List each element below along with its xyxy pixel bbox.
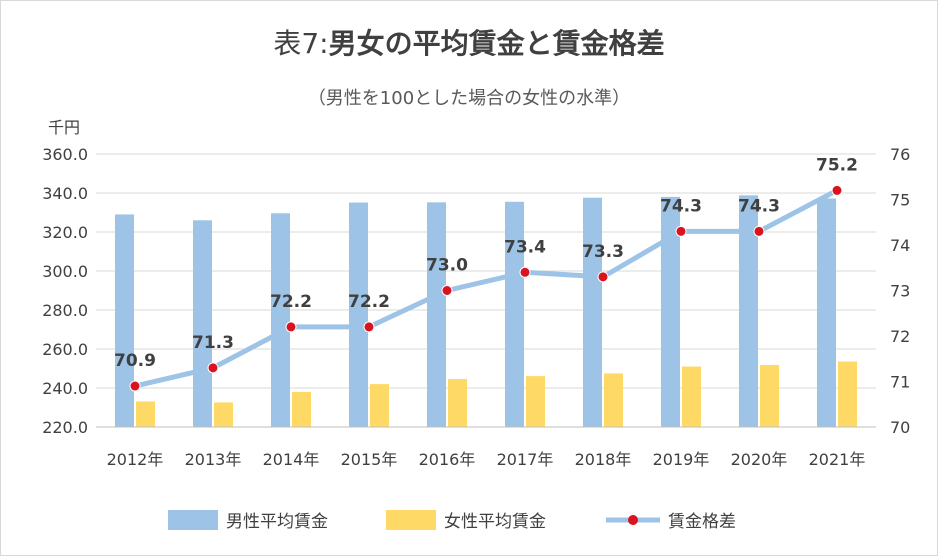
wage-gap-data-label: 75.2: [816, 155, 858, 175]
y-tick-label: 260.0: [42, 340, 88, 359]
x-tick-label: 2012年: [107, 450, 164, 469]
x-tick-label: 2017年: [497, 450, 554, 469]
wage-gap-data-label: 73.3: [582, 242, 624, 262]
legend-marker-gap: [628, 515, 638, 525]
wage-gap-marker: [285, 321, 297, 333]
wage-gap-marker: [753, 225, 765, 237]
chart-title-main: 男女の平均賃金と賃金格差: [328, 27, 665, 60]
male-wage-bar: [505, 201, 524, 427]
y-tick-label: 300.0: [42, 262, 88, 281]
male-wage-bar: [661, 196, 680, 427]
x-tick-label: 2021年: [809, 450, 866, 469]
y2-tick-label: 75: [890, 191, 910, 210]
x-tick-label: 2019年: [653, 450, 710, 469]
male-wage-bar: [193, 220, 212, 427]
wage-gap-data-label: 73.0: [426, 256, 468, 276]
wage-gap-data-label: 72.2: [270, 292, 312, 312]
female-wage-bar: [682, 366, 701, 427]
y2-tick-label: 74: [890, 236, 910, 255]
wage-gap-data-label: 72.2: [348, 292, 390, 312]
y-tick-label: 220.0: [42, 418, 88, 437]
male-wage-bar: [583, 197, 602, 427]
legend-label-gap: 賃金格差: [668, 512, 736, 532]
female-wage-bar: [214, 402, 233, 427]
legend-label-male: 男性平均賃金: [226, 512, 328, 532]
wage-gap-data-label: 73.4: [504, 237, 546, 257]
wage-gap-marker: [129, 380, 141, 392]
wage-gap-line: [129, 184, 843, 392]
wage-gap-marker: [675, 225, 687, 237]
wage-gap-marker: [207, 362, 219, 374]
wage-gap-data-label: 71.3: [192, 333, 234, 353]
wage-gap-marker: [441, 285, 453, 296]
gridlines: [96, 153, 876, 428]
wage-gap-data-label: 74.3: [660, 196, 702, 216]
female-wage-bar: [448, 379, 467, 427]
chart-title-prefix: 表7:: [273, 27, 329, 60]
wage-gap-marker: [597, 271, 609, 283]
female-wage-bar: [292, 391, 311, 427]
y2-tick-label: 76: [890, 145, 910, 164]
x-tick-label: 2015年: [341, 450, 398, 469]
data-labels: 70.9 71.3 72.2 72.2 73.0 73.4 73.3 74.3 74.3 75.2: [114, 155, 858, 371]
male-wage-bars: [115, 195, 836, 427]
male-wage-bar: [115, 214, 134, 427]
wage-gap-marker: [363, 321, 375, 333]
y-tick-label: 240.0: [42, 379, 88, 398]
y2-tick-label: 70: [890, 418, 910, 437]
y-axis-right: 70 71 72 73 74 75 76: [890, 145, 910, 437]
y2-tick-label: 73: [890, 282, 910, 301]
male-wage-bar: [271, 213, 290, 427]
chart-subtitle: （男性を100とした場合の女性の水準）: [307, 88, 631, 109]
x-tick-label: 2016年: [419, 450, 476, 469]
wage-gap-marker: [831, 184, 843, 196]
female-wage-bar: [136, 401, 155, 427]
y-tick-label: 320.0: [42, 223, 88, 242]
female-wage-bar: [370, 384, 389, 427]
x-tick-label: 2013年: [185, 450, 242, 469]
x-tick-label: 2014年: [263, 450, 320, 469]
y2-tick-label: 71: [890, 373, 910, 392]
female-wage-bar: [604, 373, 623, 427]
male-wage-bar: [739, 195, 758, 427]
male-wage-bar: [427, 202, 446, 427]
female-wage-bars: [136, 361, 857, 427]
y-tick-label: 280.0: [42, 301, 88, 320]
legend-label-female: 女性平均賃金: [444, 512, 546, 532]
x-tick-label: 2018年: [575, 450, 632, 469]
wage-gap-series-line: [132, 187, 840, 389]
wage-gap-marker: [519, 266, 531, 278]
legend: 男性平均賃金 女性平均賃金 賃金格差: [168, 510, 736, 532]
legend-swatch-male: [168, 510, 218, 530]
wage-gap-data-label: 74.3: [738, 196, 780, 216]
y-axis-unit-label: 千円: [48, 118, 80, 137]
legend-swatch-female: [386, 510, 436, 530]
female-wage-bar: [526, 376, 545, 427]
female-wage-bar: [838, 361, 857, 427]
wage-gap-data-label: 70.9: [114, 351, 156, 371]
y-tick-label: 360.0: [42, 145, 88, 164]
male-wage-bar: [817, 198, 836, 427]
male-wage-bar: [349, 202, 368, 427]
y-axis-left: 220.0 240.0 260.0 280.0 300.0 320.0 340.0 360.0: [42, 145, 88, 437]
x-tick-label: 2020年: [731, 450, 788, 469]
chart-title: 表7:男女の平均賃金と賃金格差: [0, 22, 938, 62]
y2-tick-label: 72: [890, 327, 910, 346]
female-wage-bar: [760, 364, 779, 427]
x-axis: 2012年 2013年 2014年 2015年 2016年 2017年 2018年 2019年…: [96, 426, 876, 469]
y-tick-label: 340.0: [42, 184, 88, 203]
